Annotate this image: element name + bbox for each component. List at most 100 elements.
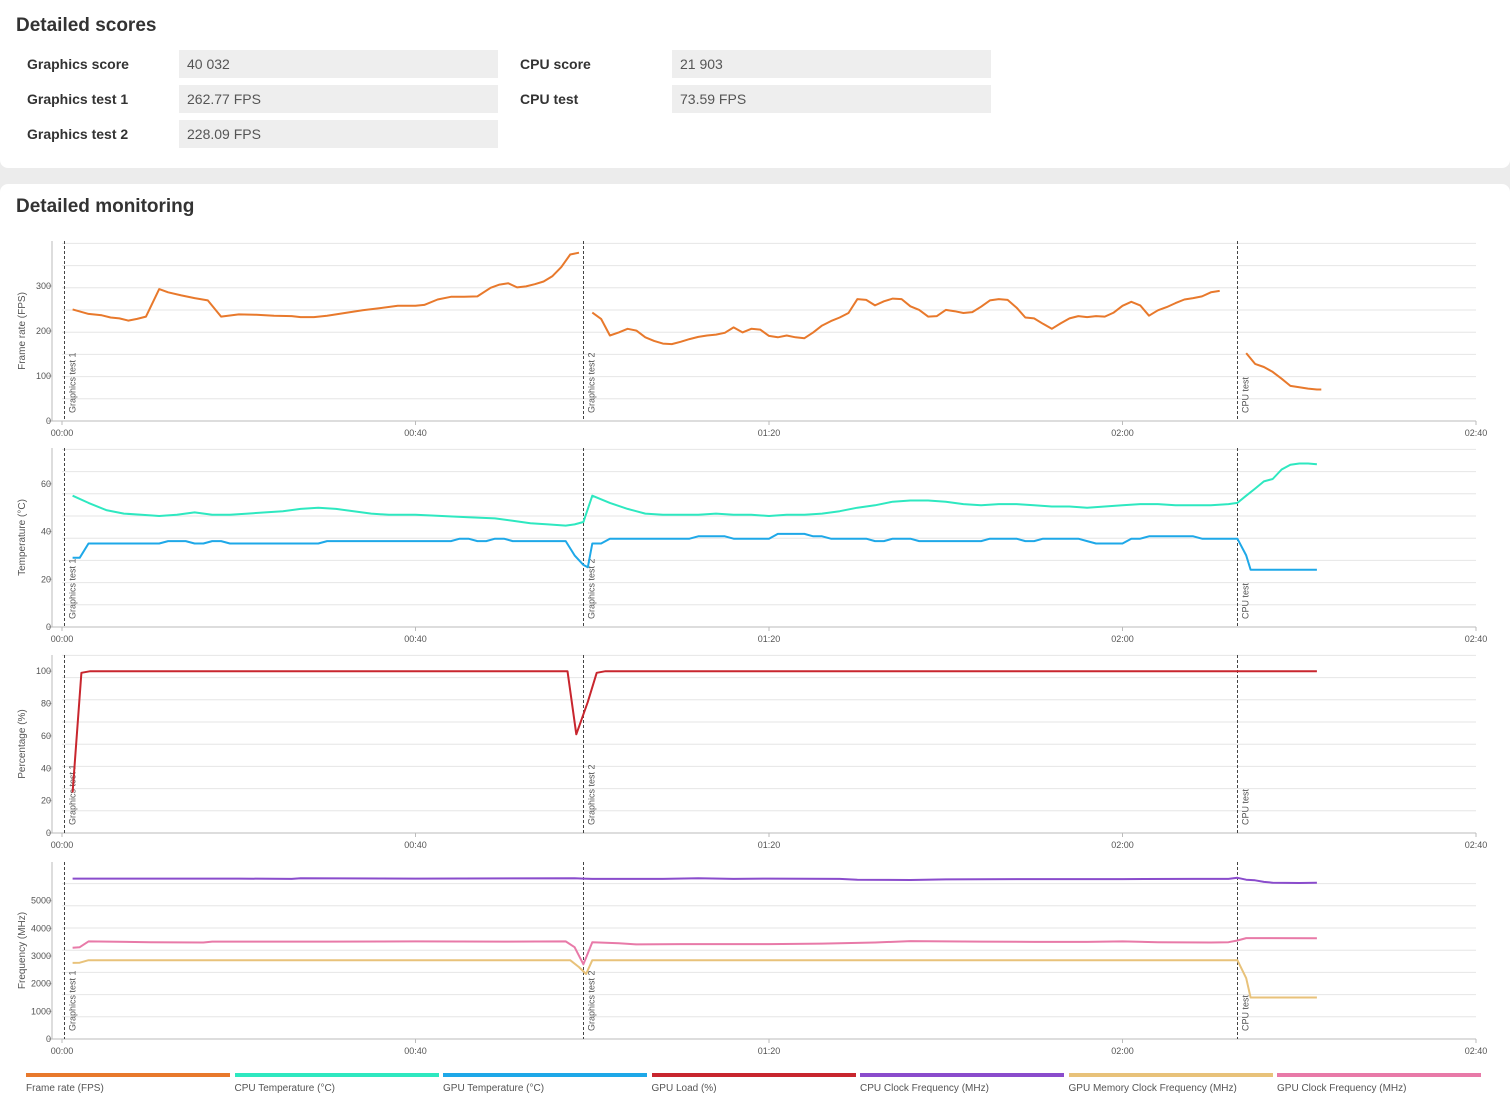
- x-tick-label: 00:00: [51, 840, 74, 850]
- series-line-frame-rate-fps: [1245, 352, 1322, 391]
- x-tick-label: 02:00: [1111, 634, 1134, 644]
- y-tick-label: 0: [46, 1034, 51, 1044]
- y-tick-label: 100: [36, 666, 51, 676]
- y-tick-label: 40: [41, 763, 51, 773]
- legend-label: GPU Temperature (°C): [443, 1083, 545, 1094]
- cpu-score-label: CPU score: [520, 56, 591, 72]
- y-tick-label: 60: [41, 479, 51, 489]
- detailed-monitoring-title: Detailed monitoring: [16, 196, 195, 217]
- y-axis-label: Percentage (%): [17, 709, 28, 778]
- series-line-gpu-load: [71, 670, 1317, 793]
- x-tick-label: 01:20: [758, 840, 781, 850]
- series-line-frame-rate-fps: [591, 289, 1220, 346]
- detailed-scores-title: Detailed scores: [16, 15, 157, 36]
- legend-item-gpu-temperature-c[interactable]: GPU Temperature (°C): [443, 1073, 647, 1094]
- y-tick-label: 1000: [31, 1006, 51, 1016]
- legend-label: CPU Temperature (°C): [234, 1083, 336, 1094]
- legend-label: GPU Clock Frequency (MHz): [1277, 1083, 1407, 1094]
- y-tick-label: 60: [41, 731, 51, 741]
- x-tick-label: 00:40: [404, 1046, 427, 1056]
- legend-swatch: [1277, 1073, 1481, 1077]
- x-tick-label: 01:20: [758, 634, 781, 644]
- legend-swatch: [1068, 1073, 1273, 1077]
- test-marker-label: Graphics test 1: [68, 558, 78, 619]
- cpu-test-label: CPU test: [520, 91, 579, 107]
- x-tick-label: 02:00: [1111, 428, 1134, 438]
- y-tick-label: 300: [36, 281, 51, 291]
- y-tick-label: 0: [46, 828, 51, 838]
- test-marker-label: Graphics test 1: [68, 970, 78, 1031]
- legend-item-gpu-clock-frequency-mhz[interactable]: GPU Clock Frequency (MHz): [1277, 1073, 1481, 1094]
- y-axis-label: Frame rate (FPS): [17, 292, 28, 370]
- graphics-test-1-label: Graphics test 1: [27, 91, 129, 107]
- y-tick-label: 20: [41, 796, 51, 806]
- test-marker-label: CPU test: [1241, 788, 1251, 825]
- y-tick-label: 4000: [31, 923, 51, 933]
- x-tick-label: 00:40: [404, 840, 427, 850]
- chart-3: 0 20 40 60 80 100 00:00 00:40 01:20 02:00 02:40 Per…: [17, 654, 1488, 850]
- legend-label: GPU Memory Clock Frequency (MHz): [1068, 1083, 1237, 1094]
- y-tick-label: 20: [41, 574, 51, 584]
- legend-item-gpu-load[interactable]: GPU Load (%): [651, 1073, 856, 1094]
- x-tick-label: 00:00: [51, 1046, 74, 1056]
- y-tick-label: 3000: [31, 951, 51, 961]
- graphics-test-2-value: 228.09 FPS: [179, 120, 498, 148]
- x-tick-label: 02:40: [1465, 1046, 1488, 1056]
- y-tick-label: 100: [36, 371, 51, 381]
- x-tick-label: 02:40: [1465, 428, 1488, 438]
- x-tick-label: 01:20: [758, 428, 781, 438]
- y-tick-label: 0: [46, 416, 51, 426]
- chart-2: 0 20 40 60 00:00 00:40 01:20 02:00 02:40 Temperat…: [17, 448, 1487, 644]
- y-tick-label: 40: [41, 527, 51, 537]
- y-tick-label: 200: [36, 326, 51, 336]
- series-line-gpu-clock-frequency-mhz: [72, 937, 1317, 966]
- legend-label: GPU Load (%): [651, 1083, 717, 1094]
- test-marker-label: Graphics test 1: [68, 352, 78, 413]
- test-marker-label: Graphics test 2: [587, 764, 597, 825]
- legend-item-gpu-memory-clock-frequency-mhz[interactable]: GPU Memory Clock Frequency (MHz): [1068, 1073, 1273, 1094]
- test-marker-label: CPU test: [1241, 582, 1251, 619]
- test-marker-label: CPU test: [1241, 376, 1251, 413]
- legend-item-cpu-temperature-c[interactable]: CPU Temperature (°C): [234, 1073, 439, 1094]
- x-tick-label: 00:40: [404, 634, 427, 644]
- legend-swatch: [651, 1073, 856, 1077]
- x-tick-label: 02:00: [1111, 1046, 1134, 1056]
- y-tick-label: 0: [46, 622, 51, 632]
- legend-swatch: [443, 1073, 647, 1077]
- x-tick-label: 02:40: [1465, 634, 1488, 644]
- test-marker-label: Graphics test 2: [587, 970, 597, 1031]
- test-marker-label: CPU test: [1241, 994, 1251, 1031]
- test-marker-label: Graphics test 2: [587, 352, 597, 413]
- legend-item-frame-rate-fps[interactable]: Frame rate (FPS): [26, 1073, 230, 1094]
- y-tick-label: 80: [41, 699, 51, 709]
- x-tick-label: 00:40: [404, 428, 427, 438]
- graphics-score-value: 40 032: [179, 50, 498, 78]
- x-tick-label: 00:00: [51, 428, 74, 438]
- y-axis-label: Temperature (°C): [17, 499, 28, 576]
- cpu-test-value: 73.59 FPS: [672, 85, 991, 113]
- test-marker-label: Graphics test 1: [68, 764, 78, 825]
- series-line-cpu-temperature-c: [72, 462, 1317, 527]
- detailed-scores-panel: Detailed scores Graphics score 40 032 Grap…: [0, 0, 1510, 168]
- y-tick-label: 5000: [31, 896, 51, 906]
- chart-1: 0 100 200 300 00:00 00:40 01:20 02:00 02:40 Frame…: [17, 241, 1487, 438]
- cpu-score-value: 21 903: [672, 50, 991, 78]
- legend-swatch: [234, 1073, 439, 1077]
- legend-item-cpu-clock-frequency-mhz[interactable]: CPU Clock Frequency (MHz): [860, 1073, 1064, 1094]
- x-tick-label: 01:20: [758, 1046, 781, 1056]
- series-line-gpu-temperature-c: [72, 532, 1317, 571]
- legend-swatch: [26, 1073, 230, 1077]
- x-tick-label: 02:40: [1465, 840, 1488, 850]
- x-tick-label: 00:00: [51, 634, 74, 644]
- series-line-cpu-clock-frequency-mhz: [72, 876, 1317, 884]
- series-line-frame-rate-fps: [72, 251, 580, 322]
- y-tick-label: 2000: [31, 979, 51, 989]
- legend-swatch: [860, 1073, 1064, 1077]
- x-tick-label: 02:00: [1111, 840, 1134, 850]
- legend-label: CPU Clock Frequency (MHz): [860, 1083, 989, 1094]
- graphics-score-label: Graphics score: [27, 56, 129, 72]
- graphics-test-1-value: 262.77 FPS: [179, 85, 498, 113]
- graphics-test-2-label: Graphics test 2: [27, 126, 129, 142]
- detailed-monitoring-panel: Detailed monitoring: [0, 184, 1510, 1114]
